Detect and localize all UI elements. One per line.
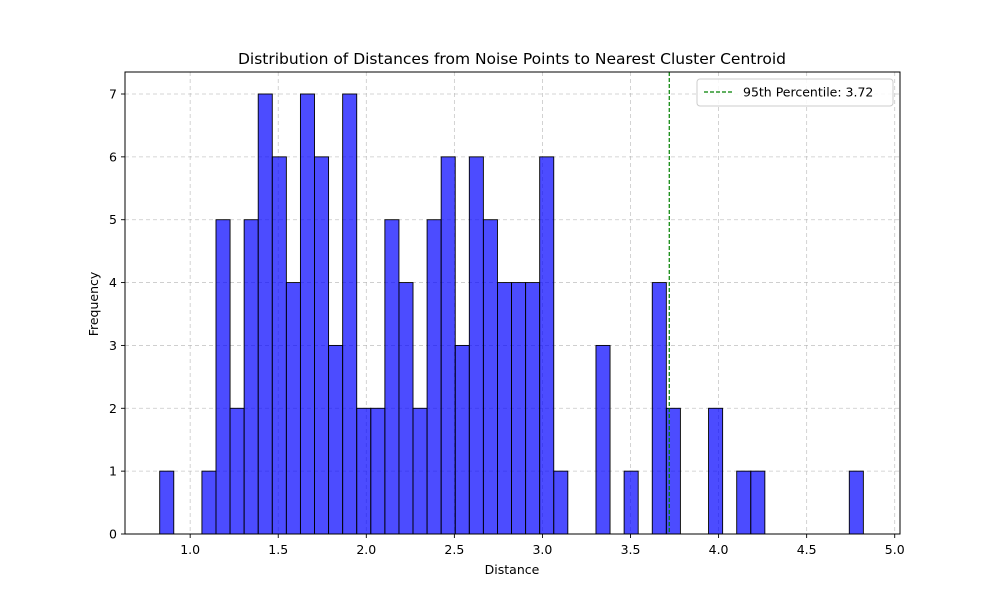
- histogram-bar: [370, 407, 386, 535]
- histogram-bar: [314, 156, 330, 535]
- y-axis-label: Frequency: [86, 271, 101, 336]
- histogram-bar: [497, 282, 512, 535]
- x-tick-label: 1.5: [268, 542, 288, 557]
- y-tick-label: 0: [109, 527, 117, 542]
- legend-box: [696, 78, 894, 107]
- histogram-bar: [271, 156, 287, 535]
- histogram-bar: [215, 219, 231, 535]
- x-tick-label: 4.0: [709, 542, 729, 557]
- histogram-bar: [454, 344, 470, 535]
- histogram-bar: [229, 407, 245, 535]
- histogram-bar: [736, 470, 752, 535]
- histogram-bar: [848, 470, 864, 535]
- x-tick-label: 3.5: [621, 542, 641, 557]
- histogram-bar: [651, 282, 667, 535]
- histogram-bar: [426, 219, 442, 535]
- histogram-bar: [440, 156, 456, 535]
- histogram-bar: [539, 156, 555, 535]
- legend: 95th Percentile: 3.72: [696, 78, 894, 107]
- histogram-bar: [342, 93, 358, 535]
- x-axis-label: Distance: [485, 562, 540, 577]
- histogram-bar: [159, 470, 175, 535]
- y-tick-label: 7: [109, 87, 117, 102]
- histogram-bar: [285, 282, 301, 535]
- histogram-bar: [398, 282, 414, 535]
- legend-label-percentile: 95th Percentile: 3.72: [743, 85, 873, 100]
- chart-title: Distribution of Distances from Noise Poi…: [238, 50, 786, 68]
- y-axis-ticks: 0 1 2 3 4 5 6 7: [109, 87, 125, 542]
- histogram-bar: [482, 219, 498, 535]
- histogram-bar: [356, 407, 372, 535]
- x-tick-label: 3.0: [532, 542, 552, 557]
- histogram-bar: [525, 282, 541, 535]
- y-tick-label: 5: [109, 212, 117, 227]
- plot-area-frame: [124, 71, 901, 535]
- x-tick-label: 2.0: [356, 542, 376, 557]
- histogram-bar: [623, 470, 639, 535]
- histogram-bar: [384, 219, 400, 535]
- y-tick-label: 6: [109, 149, 117, 164]
- histogram-bar: [299, 93, 315, 535]
- histogram-bar: [412, 407, 428, 535]
- x-tick-label: 4.5: [797, 542, 817, 557]
- histogram-bar: [201, 470, 217, 535]
- histogram-bar: [750, 470, 766, 535]
- histogram-bar: [708, 407, 724, 535]
- histogram-bar: [665, 407, 681, 535]
- x-tick-label: 2.5: [444, 542, 464, 557]
- x-tick-label: 5.0: [885, 542, 905, 557]
- y-tick-label: 1: [109, 464, 117, 479]
- histogram-bar: [257, 93, 273, 535]
- bars-layer: [159, 93, 864, 535]
- x-axis-ticks: 1.0 1.5 2.0 2.5 3.0 3.5 4.0 4.5 5.0: [180, 534, 905, 557]
- histogram-bar: [553, 470, 569, 535]
- histogram-bar: [328, 344, 344, 535]
- y-tick-label: 3: [109, 338, 117, 353]
- histogram-bar: [511, 282, 527, 535]
- y-tick-label: 4: [109, 275, 117, 290]
- histogram-bar: [468, 156, 484, 535]
- y-tick-label: 2: [109, 401, 117, 416]
- histogram-bar: [243, 219, 259, 535]
- x-tick-label: 1.0: [180, 542, 200, 557]
- histogram-bar: [595, 344, 611, 535]
